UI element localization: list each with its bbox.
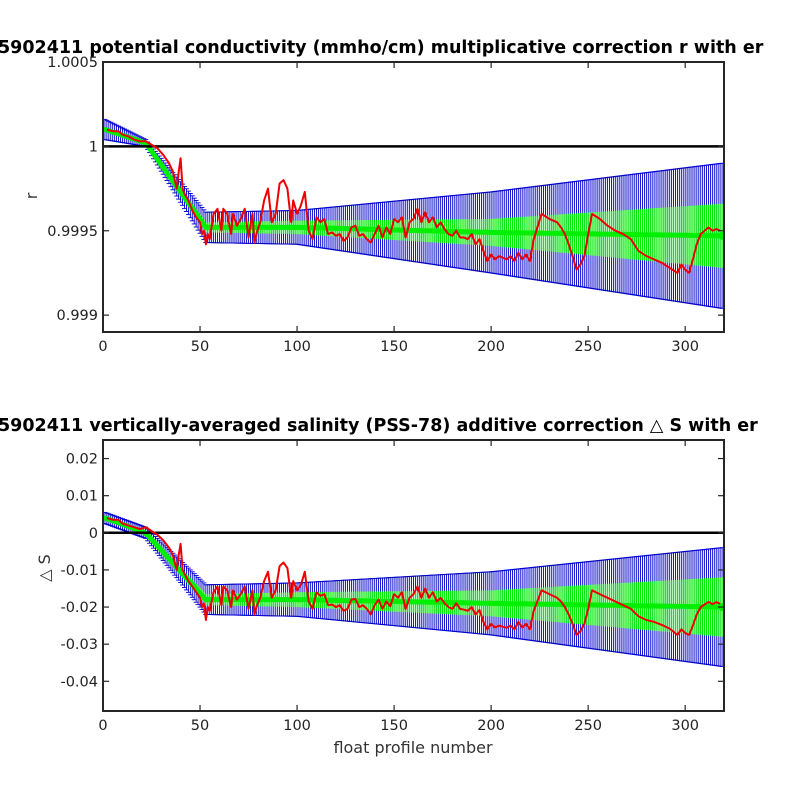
top-ytick-label: 0.999 [56,308,98,324]
bottom-ytick-label: -0.02 [60,600,98,616]
bottom-ytick-label: 0.02 [66,452,98,468]
bottom-axes-box [102,439,725,712]
bottom-chart-ylabel: △ S [35,554,54,582]
bottom-ytick-label: -0.03 [60,637,98,653]
bottom-fit-line [103,515,724,610]
bottom-xtick-label: 300 [671,718,699,734]
top-xtick-label: 200 [477,339,505,355]
top-chart-ylabel: r [22,192,41,199]
bottom-series-line-0 [106,517,721,636]
top-ytick-label: 1.0005 [47,55,98,71]
top-xtick-label: 50 [191,339,209,355]
bottom-xtick-label: 100 [283,718,311,734]
top-xtick-label: 100 [283,339,311,355]
top-ytick-label: 1 [89,139,98,155]
top-chart-title: 5902411 potential conductivity (mmho/cm)… [0,38,764,58]
top-axes-box [102,61,725,333]
top-xtick-label: 300 [671,339,699,355]
bottom-xtick-label: 250 [574,718,602,734]
bottom-ytick-label: -0.04 [60,674,98,690]
top-plot-area [103,118,724,309]
top-series-line-0 [106,128,721,274]
top-ytick-label: 0.9995 [47,224,98,240]
bottom-ytick-label: 0 [89,526,98,542]
bottom-ytick-label: -0.01 [60,563,98,579]
bottom-xtick-label: 0 [98,718,107,734]
bottom-chart: 0 50 100 150 200 250 300 -0.04 -0.03 -0.02 -0.01 0 0… [60,439,725,734]
bottom-xtick-label: 50 [191,718,209,734]
bottom-xtick-label: 150 [380,718,408,734]
top-xtick-label: 0 [98,339,107,355]
top-xtick-label: 250 [574,339,602,355]
bottom-plot-area [103,511,724,667]
top-fit-line [103,127,724,239]
bottom-ytick-label: 0.01 [66,489,98,505]
top-fit-end-marker [718,231,724,240]
bottom-chart-xlabel: float profile number [333,738,493,757]
top-chart: 0 50 100 150 200 250 300 0.999 0.9995 1 1.0005 [47,55,725,355]
bottom-chart-title: 5902411 vertically-averaged salinity (PS… [0,416,758,436]
bottom-xtick-label: 200 [477,718,505,734]
top-xtick-label: 150 [380,339,408,355]
